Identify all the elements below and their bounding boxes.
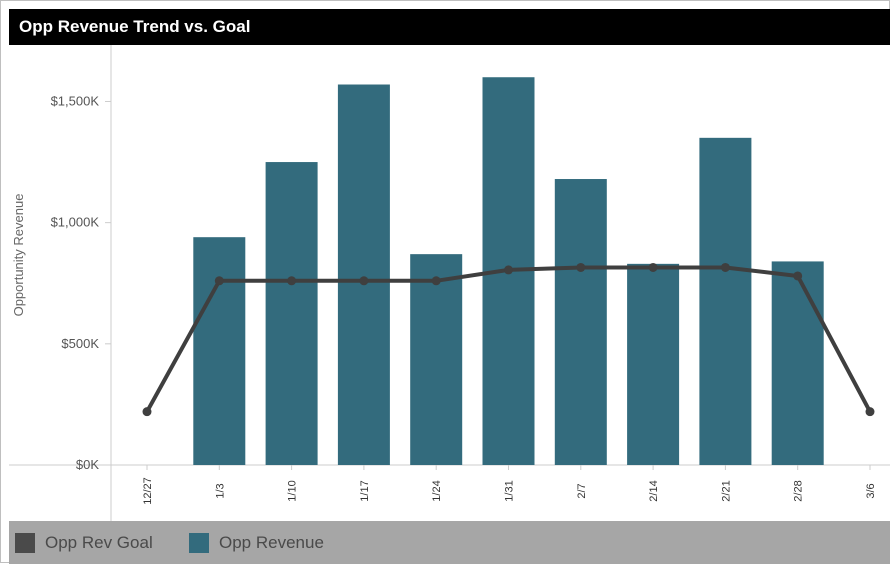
y-tick-label: $1,000K <box>51 215 100 230</box>
goal-point <box>142 407 152 417</box>
revenue-bar <box>771 261 824 465</box>
legend-item-goal[interactable]: Opp Rev Goal <box>15 521 153 564</box>
x-ticks: 12/27 1/3 1/10 1/17 1/24 1/31 2/7 2/14 2/21 2/28 3… <box>142 465 877 505</box>
goal-point <box>576 262 586 272</box>
legend: Opp Rev Goal Opp Revenue <box>9 521 890 564</box>
y-ticks: $0K $500K $1,000K $1,500K <box>51 93 111 472</box>
goal-point <box>504 265 513 275</box>
goal-line <box>142 262 875 417</box>
revenue-chart: $0K$500K$1,000K$1,500K 12/27 1/3 1/10 1/17 1… <box>9 45 890 521</box>
y-tick-label: $1,500K <box>51 93 100 108</box>
x-tick-label: 2/21 <box>720 480 732 501</box>
goal-point <box>793 271 803 281</box>
goal-point <box>431 276 441 286</box>
bars <box>193 77 824 465</box>
x-tick-label: 1/17 <box>359 480 371 501</box>
revenue-bar <box>265 162 318 465</box>
goal-point <box>648 262 658 272</box>
goal-point <box>287 276 297 286</box>
legend-label-goal: Opp Rev Goal <box>45 532 153 552</box>
y-tick-label: $0K <box>76 457 99 472</box>
goal-swatch-icon <box>15 532 35 553</box>
revenue-bar <box>699 137 752 465</box>
revenue-bar <box>554 179 607 465</box>
x-tick-label: 2/28 <box>793 480 805 501</box>
x-tick-label: 1/3 <box>214 483 226 498</box>
revenue-bar <box>410 254 463 465</box>
y-axis-title: Opportunity Revenue <box>11 194 26 317</box>
goal-point <box>214 276 224 286</box>
goal-point <box>865 407 875 417</box>
chart-area: $0K $500K $1,000K $1,500K 12/27 1/3 1/10 1/17 1… <box>9 45 890 521</box>
revenue-bar <box>193 237 246 465</box>
legend-item-revenue[interactable]: Opp Revenue <box>189 521 324 564</box>
revenue-bar <box>337 84 390 465</box>
goal-point <box>359 276 369 286</box>
chart-title: Opp Revenue Trend vs. Goal <box>9 9 890 45</box>
x-tick-label: 12/27 <box>142 477 154 505</box>
revenue-bar <box>627 263 680 465</box>
x-tick-label: 2/7 <box>576 483 588 498</box>
x-tick-label: 1/24 <box>431 480 443 501</box>
legend-label-revenue: Opp Revenue <box>219 532 324 552</box>
y-tick-label: $500K <box>61 336 99 351</box>
revenue-swatch-icon <box>189 532 209 553</box>
goal-point <box>720 262 730 272</box>
x-tick-label: 1/10 <box>287 480 299 501</box>
x-tick-label: 2/14 <box>648 480 660 501</box>
x-tick-label: 3/6 <box>865 483 877 498</box>
x-tick-label: 1/31 <box>504 480 516 501</box>
